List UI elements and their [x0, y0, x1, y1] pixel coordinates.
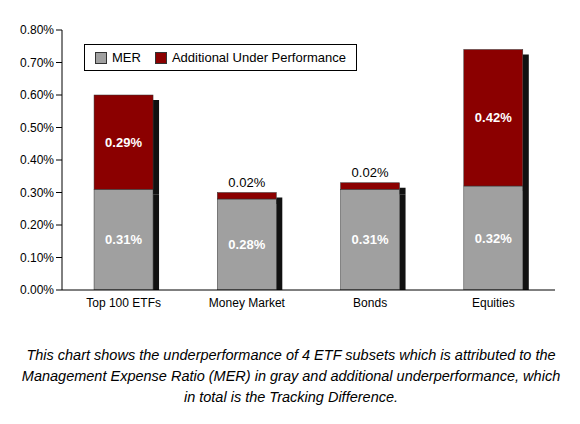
svg-text:0.02%: 0.02% — [228, 175, 265, 190]
svg-text:0.80%: 0.80% — [20, 23, 54, 37]
html-text:MER: MER — [112, 50, 141, 65]
svg-text:Top 100 ETFs: Top 100 ETFs — [86, 296, 161, 310]
html-text:Additional Under Performance: Additional Under Performance — [171, 50, 346, 65]
svg-text:0.10%: 0.10% — [20, 251, 54, 265]
svg-text:0.31%: 0.31% — [105, 232, 142, 247]
svg-text:0.60%: 0.60% — [20, 88, 54, 102]
svg-text:0.29%: 0.29% — [105, 135, 142, 150]
svg-text:0.31%: 0.31% — [352, 232, 389, 247]
svg-text:Bonds: Bonds — [353, 296, 387, 310]
svg-text:0.40%: 0.40% — [20, 153, 54, 167]
svg-text:0.20%: 0.20% — [20, 218, 54, 232]
svg-text:0.32%: 0.32% — [475, 231, 512, 246]
html-text:This chart shows the underperf: This chart shows the underperformance of… — [21, 347, 561, 405]
svg-text:0.02%: 0.02% — [352, 165, 389, 180]
svg-text:0.28%: 0.28% — [228, 237, 265, 252]
svg-text:0.70%: 0.70% — [20, 56, 54, 70]
svg-text:Money Market: Money Market — [209, 296, 286, 310]
svg-text:Equities: Equities — [472, 296, 515, 310]
svg-text:0.42%: 0.42% — [475, 110, 512, 125]
svg-text:0.50%: 0.50% — [20, 121, 54, 135]
svg-text:0.30%: 0.30% — [20, 186, 54, 200]
svg-text:0.00%: 0.00% — [20, 283, 54, 297]
